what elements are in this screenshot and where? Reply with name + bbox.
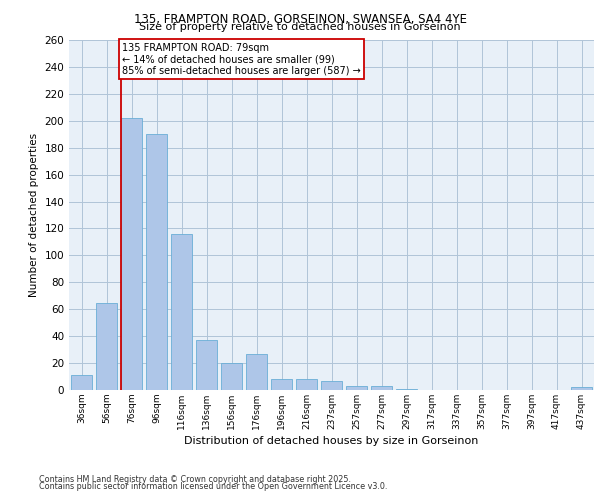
Bar [296, 379, 317, 390]
Y-axis label: Number of detached properties: Number of detached properties [29, 133, 39, 297]
Bar [246, 354, 267, 390]
Bar [371, 386, 392, 390]
Bar [171, 234, 192, 390]
Bar [396, 388, 417, 390]
Bar [96, 302, 117, 390]
Text: Contains HM Land Registry data © Crown copyright and database right 2025.: Contains HM Land Registry data © Crown c… [39, 475, 351, 484]
Text: 135 FRAMPTON ROAD: 79sqm
← 14% of detached houses are smaller (99)
85% of semi-d: 135 FRAMPTON ROAD: 79sqm ← 14% of detach… [122, 42, 361, 76]
Bar [121, 118, 142, 390]
Bar [221, 363, 242, 390]
Text: Size of property relative to detached houses in Gorseinon: Size of property relative to detached ho… [139, 22, 461, 32]
Bar [271, 379, 292, 390]
Text: Contains public sector information licensed under the Open Government Licence v3: Contains public sector information licen… [39, 482, 388, 491]
Bar [346, 386, 367, 390]
Bar [196, 340, 217, 390]
Bar [146, 134, 167, 390]
Bar [321, 380, 342, 390]
X-axis label: Distribution of detached houses by size in Gorseinon: Distribution of detached houses by size … [184, 436, 479, 446]
Bar [71, 375, 92, 390]
Text: 135, FRAMPTON ROAD, GORSEINON, SWANSEA, SA4 4YE: 135, FRAMPTON ROAD, GORSEINON, SWANSEA, … [133, 12, 467, 26]
Bar [571, 388, 592, 390]
